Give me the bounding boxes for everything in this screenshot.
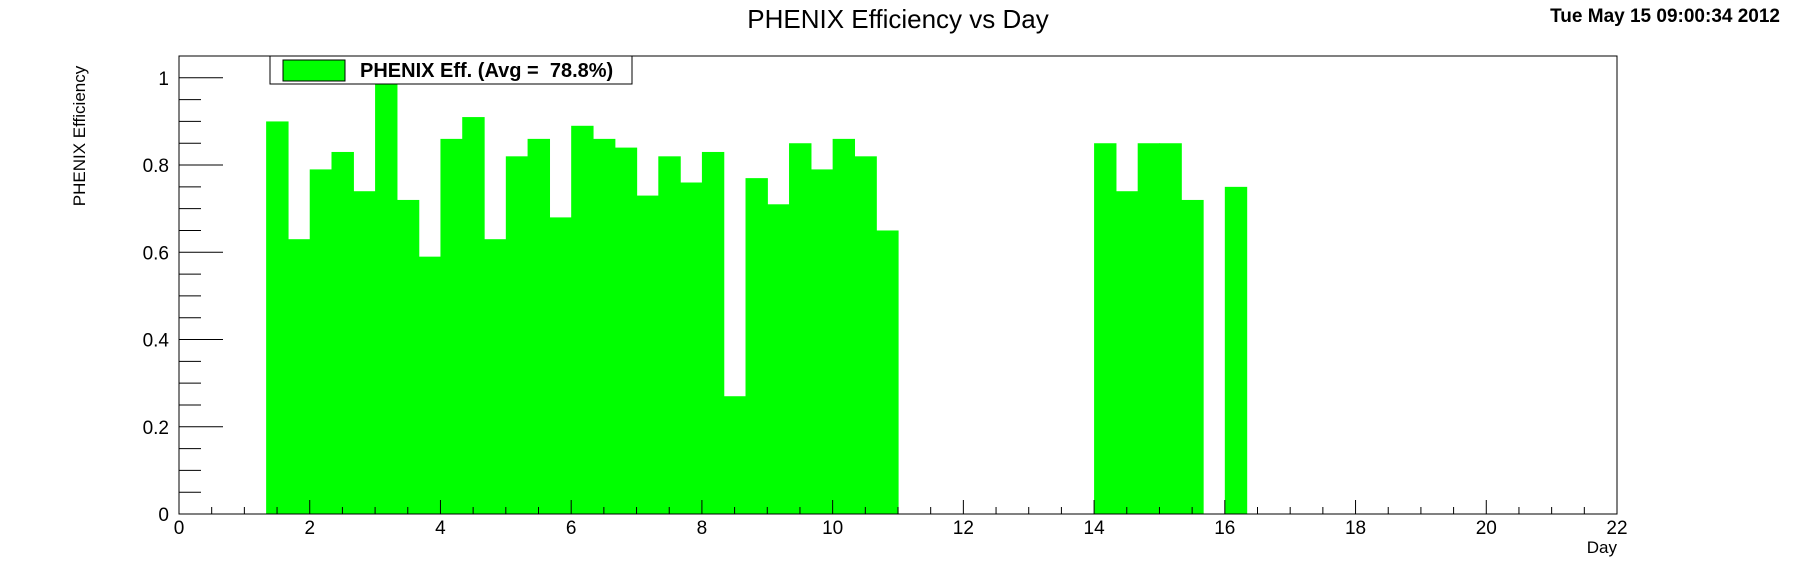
bar-15 bbox=[592, 138, 616, 514]
bar-25 bbox=[810, 169, 834, 514]
bar-19 bbox=[680, 182, 703, 514]
legend-label: PHENIX Eff. (Avg = 78.8%) bbox=[360, 60, 613, 82]
y-tick-label: 0 bbox=[158, 505, 169, 526]
bar-3 bbox=[331, 151, 354, 514]
bars-group bbox=[266, 77, 1248, 515]
x-tick-label: 14 bbox=[1084, 518, 1106, 539]
timestamp: Tue May 15 09:00:34 2012 bbox=[1550, 6, 1780, 27]
bar-5 bbox=[375, 77, 398, 514]
bar-11 bbox=[505, 156, 529, 514]
x-tick-label: 4 bbox=[435, 518, 446, 539]
bar-12 bbox=[527, 138, 551, 514]
y-tick-label: 0.8 bbox=[143, 156, 169, 177]
bar-30 bbox=[1115, 191, 1139, 514]
bar-18 bbox=[658, 156, 681, 514]
bar-33 bbox=[1181, 199, 1204, 514]
legend: PHENIX Eff. (Avg = 78.8%) bbox=[269, 55, 633, 85]
bar-29 bbox=[1094, 143, 1117, 515]
bar-2 bbox=[309, 169, 333, 514]
y-tick-label: 0.6 bbox=[143, 243, 169, 264]
legend-swatch bbox=[282, 59, 346, 82]
x-tick-label: 10 bbox=[822, 518, 843, 539]
x-tick-label: 20 bbox=[1476, 518, 1497, 539]
y-axis-title: PHENIX Efficiency bbox=[70, 65, 89, 206]
bar-14 bbox=[571, 125, 594, 514]
bar-22 bbox=[745, 178, 768, 514]
bar-9 bbox=[462, 117, 485, 514]
x-tick-label: 0 bbox=[174, 518, 185, 539]
chart-title: PHENIX Efficiency vs Day bbox=[747, 4, 1049, 34]
bar-16 bbox=[614, 147, 638, 514]
x-tick-label: 2 bbox=[304, 518, 315, 539]
bar-6 bbox=[396, 199, 420, 514]
x-tick-label: 22 bbox=[1606, 518, 1627, 539]
bar-34 bbox=[1224, 186, 1248, 515]
y-tick-label: 0.2 bbox=[143, 418, 169, 439]
bar-10 bbox=[484, 239, 507, 514]
bar-20 bbox=[701, 151, 725, 514]
axes-group: 0 2 4 6 8 10 12 14 16 18 20 22 0 0.2 0.4 0.6 0.8 1 bbox=[143, 55, 1628, 539]
bar-21 bbox=[723, 396, 747, 514]
x-axis-title: Day bbox=[1587, 538, 1618, 557]
x-tick-label: 6 bbox=[566, 518, 577, 539]
bar-28 bbox=[876, 230, 899, 515]
bar-4 bbox=[353, 191, 376, 514]
x-tick-label: 18 bbox=[1345, 518, 1366, 539]
bar-0 bbox=[266, 121, 289, 515]
bar-26 bbox=[832, 138, 856, 514]
y-tick-label: 0.4 bbox=[143, 331, 170, 352]
bar-27 bbox=[854, 156, 877, 514]
bar-24 bbox=[789, 143, 812, 515]
bar-17 bbox=[636, 195, 659, 514]
bar-7 bbox=[418, 256, 442, 514]
y-tick-label: 1 bbox=[158, 69, 169, 90]
bar-8 bbox=[440, 138, 463, 514]
x-tick-label: 8 bbox=[697, 518, 708, 539]
bar-23 bbox=[767, 204, 790, 515]
bar-13 bbox=[549, 217, 572, 514]
bar-31 bbox=[1137, 143, 1161, 515]
bar-32 bbox=[1159, 143, 1182, 515]
x-tick-label: 12 bbox=[953, 518, 974, 539]
bar-1 bbox=[287, 239, 311, 514]
x-tick-label: 16 bbox=[1214, 518, 1235, 539]
